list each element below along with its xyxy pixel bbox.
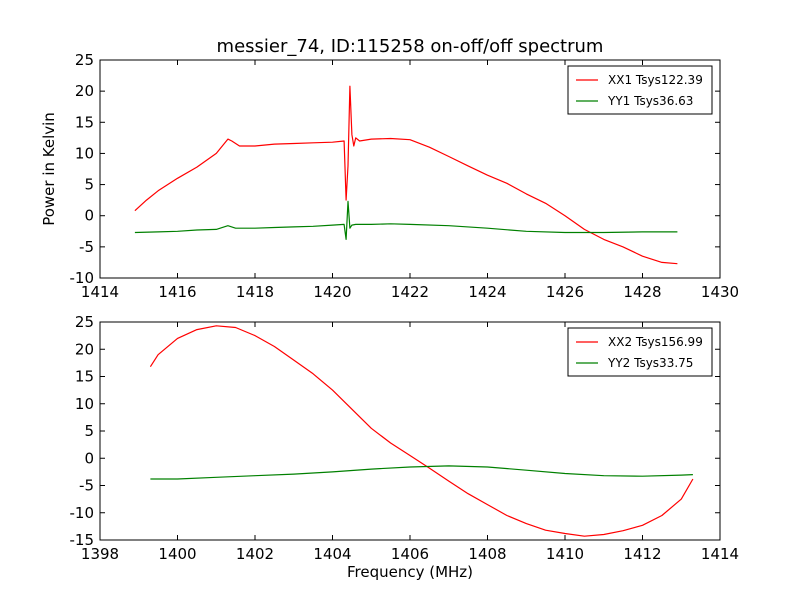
- plot-1-y-tick-label: 25: [75, 51, 94, 69]
- plot-1-legend-label-2: YY1 Tsys36.63: [607, 94, 693, 108]
- plot-2-x-tick-label: 1404: [313, 545, 351, 563]
- plot-2-x-tick-label: 1398: [81, 545, 119, 563]
- plot-2-series-2-line: [150, 465, 693, 480]
- plot-2-x-tick-label: 1410: [546, 545, 584, 563]
- plot-2-legend-label-2: YY2 Tsys33.75: [607, 356, 693, 370]
- plot-2-y-tick-label: -15: [70, 531, 95, 549]
- plot-1-panel: 1414 1416 1418 1420 1422 1424 1426 1428 1430 -10 -…: [40, 51, 739, 301]
- plot-1-x-tick-label: 1418: [236, 283, 274, 301]
- plot-1-legend-label-1: XX1 Tsys122.39: [608, 73, 703, 87]
- plot-2-y-tick-label: -10: [70, 504, 95, 522]
- plot-1-x-tick-label: 1416: [158, 283, 196, 301]
- plot-2-axes-frame: [99, 321, 721, 541]
- plot-1-x-tick-label: 1430: [701, 283, 739, 301]
- plot-1-x-tick-label: 1426: [546, 283, 584, 301]
- plot-1-legend-box: [567, 65, 713, 115]
- plot-2-series-1-line: [149, 325, 694, 537]
- plot-2-x-tick-label: 1400: [158, 545, 196, 563]
- plot-2-y-tick-label: 0: [84, 449, 94, 467]
- plot-2-x-tick-label: 1402: [236, 545, 274, 563]
- plot-2-y-tick-label: 10: [75, 395, 94, 413]
- plot-2-x-tick-label: 1408: [468, 545, 506, 563]
- plot-1-y-tick-label: 0: [84, 207, 94, 225]
- plot-1-x-tick-label: 1424: [468, 283, 506, 301]
- plot-1-series-2-line: [134, 200, 678, 240]
- plot-2-x-tick-label: 1414: [701, 545, 739, 563]
- plot-2-legend-box: [567, 327, 713, 377]
- plot-1-y-tick-label: 15: [75, 113, 94, 131]
- plot-1-series-1-line: [134, 85, 678, 265]
- plot-2-y-tick-label: 15: [75, 368, 94, 386]
- plot-1-y-tick-label: -5: [79, 238, 94, 256]
- plot-2-x-tick-label: 1406: [391, 545, 429, 563]
- figure-title: messier_74, ID:115258 on-off/off spectru…: [217, 36, 604, 57]
- plot-2-panel: 1398 1400 1402 1404 1406 1408 1410 1412 1414 -15 -…: [70, 313, 740, 581]
- plot-1-axes-frame: [99, 59, 721, 279]
- plot-1-x-tick-label: 1422: [391, 283, 429, 301]
- plot-1-x-tick-label: 1414: [81, 283, 119, 301]
- plot-2-x-tick-label: 1412: [623, 545, 661, 563]
- plot-2-legend-label-1: XX2 Tsys156.99: [608, 335, 703, 349]
- plot-1-x-tick-label: 1420: [313, 283, 351, 301]
- plot-2-y-tick-label: 20: [75, 340, 94, 358]
- plot-1-y-tick-label: 20: [75, 82, 94, 100]
- plot-1-y-tick-label: -10: [70, 269, 95, 287]
- plot-2-x-axis-title: Frequency (MHz): [347, 563, 473, 581]
- plot-2-y-tick-label: 5: [84, 422, 94, 440]
- plot-1-y-tick-label: 10: [75, 144, 94, 162]
- plot-1-y-tick-label: 5: [84, 176, 94, 194]
- plot-2-y-tick-label: 25: [75, 313, 94, 331]
- plot-2-y-tick-label: -5: [79, 477, 94, 495]
- plot-1-x-tick-label: 1428: [623, 283, 661, 301]
- plot-1-y-axis-title: Power in Kelvin: [40, 112, 58, 226]
